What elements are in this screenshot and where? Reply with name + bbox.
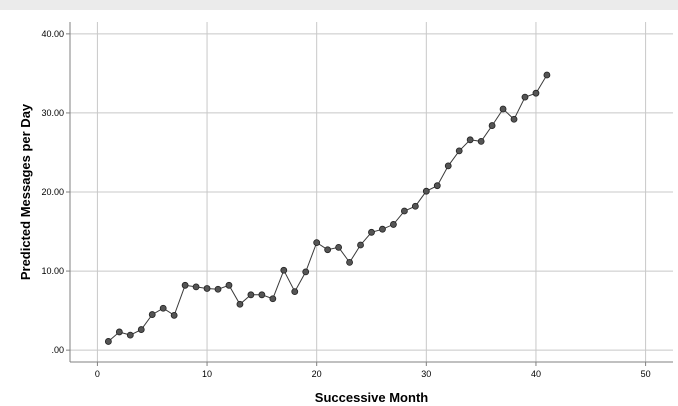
data-point xyxy=(532,89,540,97)
x-tick-label: 20 xyxy=(312,369,322,379)
data-point xyxy=(400,207,408,215)
data-point xyxy=(170,311,178,319)
y-tick-label: 40.00 xyxy=(41,29,64,39)
data-point xyxy=(302,268,310,276)
x-tick-label: 50 xyxy=(641,369,651,379)
data-point xyxy=(225,281,233,289)
data-point xyxy=(181,281,189,289)
grid-lines xyxy=(70,22,673,362)
data-point xyxy=(247,291,255,299)
data-point xyxy=(148,311,156,318)
data-point xyxy=(543,71,551,79)
axes xyxy=(66,22,673,366)
data-point xyxy=(499,105,507,113)
data-point xyxy=(115,328,123,336)
x-tick-label: 10 xyxy=(202,369,212,379)
data-point xyxy=(313,239,321,247)
x-tick-label: 0 xyxy=(95,369,100,379)
data-point xyxy=(203,285,211,292)
data-point xyxy=(488,122,496,129)
tick-labels: .00 10.00 20.00 30.00 40.00 0 10 20 30 40 50 xyxy=(41,29,650,379)
y-tick-label: .00 xyxy=(51,345,64,355)
data-point xyxy=(368,228,375,236)
y-tick-label: 20.00 xyxy=(41,187,64,197)
data-point xyxy=(192,283,200,291)
data-point xyxy=(346,258,353,266)
data-point xyxy=(390,221,397,228)
data-point xyxy=(159,304,167,312)
y-axis-title: Predicted Messages per Day xyxy=(18,103,33,280)
data-point xyxy=(455,147,463,155)
data-point xyxy=(433,182,441,190)
x-tick-label: 40 xyxy=(531,369,541,379)
data-point xyxy=(137,326,145,333)
y-tick-label: 30.00 xyxy=(41,108,64,118)
data-point xyxy=(335,243,343,251)
data-point xyxy=(422,187,430,195)
data-point xyxy=(258,291,266,299)
data-point xyxy=(357,241,364,249)
data-point xyxy=(236,300,244,308)
data-point xyxy=(411,202,419,210)
data-point xyxy=(104,338,112,345)
data-point xyxy=(126,331,134,339)
data-point xyxy=(477,137,485,145)
data-point xyxy=(214,285,222,293)
data-point xyxy=(444,162,452,170)
series-line xyxy=(108,74,548,342)
x-axis-title: Successive Month xyxy=(315,390,428,405)
x-tick-label: 30 xyxy=(421,369,431,379)
header-bar xyxy=(0,0,678,10)
y-tick-label: 10.00 xyxy=(41,266,64,276)
data-point xyxy=(521,93,529,101)
data-point xyxy=(510,115,518,123)
data-point xyxy=(280,266,288,274)
series xyxy=(104,71,551,345)
data-point xyxy=(269,295,277,303)
data-point xyxy=(466,136,474,144)
data-point xyxy=(324,246,332,254)
data-point xyxy=(291,288,299,296)
data-point xyxy=(379,225,386,233)
